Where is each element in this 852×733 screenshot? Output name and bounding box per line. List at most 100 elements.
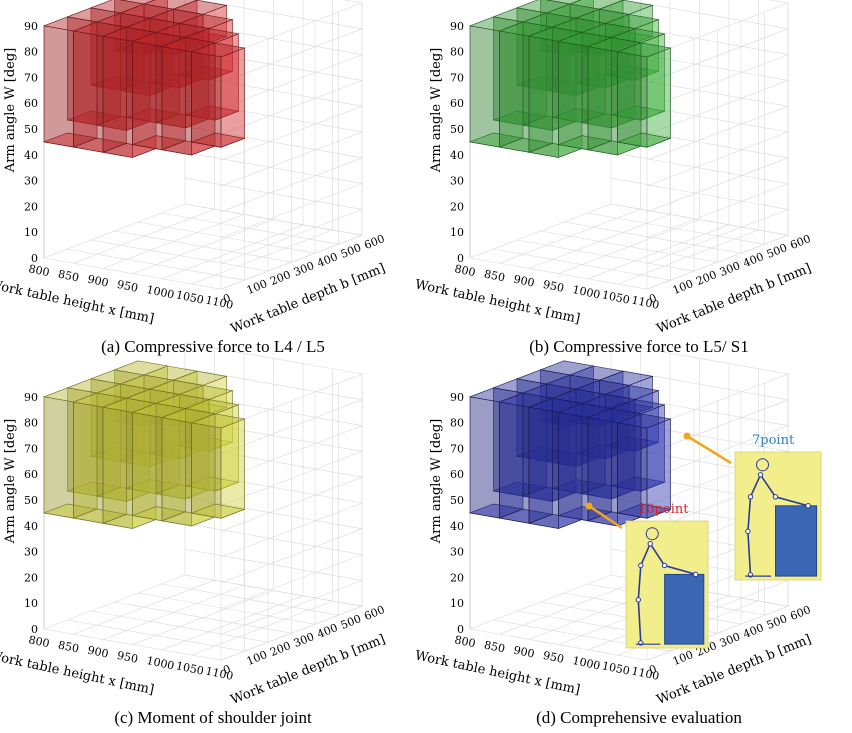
bar-front [132, 412, 163, 522]
x-tick-label: 800 [27, 262, 50, 279]
y-tick-label: 400 [741, 621, 765, 641]
y-tick-label: 500 [339, 612, 363, 632]
y-tick-label: 600 [362, 232, 386, 252]
z-tick-label: 20 [450, 571, 464, 584]
z-tick-label: 40 [450, 520, 464, 533]
bar-cell [616, 42, 672, 148]
x-tick-label: 800 [453, 262, 476, 279]
x-tick-label: 1050 [175, 288, 205, 307]
body-line [747, 474, 762, 575]
x-tick-label: 950 [116, 649, 139, 666]
grid-line [73, 208, 215, 264]
bar-front [191, 51, 222, 148]
bar-bottom [190, 132, 246, 148]
joint [647, 541, 653, 547]
bar-front [528, 406, 559, 529]
x-tick-label: 800 [453, 633, 476, 650]
bar-cell [101, 26, 158, 158]
y-tick-label: 400 [315, 250, 339, 270]
bar-cell [574, 379, 631, 460]
bar-bottom [568, 41, 625, 56]
x-tick-label: 1100 [204, 664, 234, 683]
inset-annotations: 10point 7point [585, 432, 822, 649]
y-tick-label: 200 [268, 639, 292, 659]
bar-cell [142, 365, 199, 428]
bar-cell [119, 3, 175, 97]
bar-side [220, 418, 245, 519]
bar-front [102, 406, 133, 529]
bar-front [161, 417, 192, 527]
y-tick-label: 400 [741, 250, 765, 270]
joint [772, 494, 779, 500]
z-tick-label: 10 [24, 597, 38, 610]
bar-bottom [184, 476, 240, 492]
bar-cell [184, 399, 240, 492]
bar-cell [616, 413, 672, 519]
y-tick-label: 500 [339, 241, 363, 261]
bar-cell [160, 408, 217, 527]
bar-cell [604, 14, 660, 81]
y-tick-label: 300 [292, 259, 316, 279]
bar-bottom [616, 503, 672, 519]
grid-line [102, 585, 245, 640]
caption-d: (d) Comprehensive evaluation [536, 708, 742, 727]
z-tick-label: 10 [24, 226, 38, 239]
bar-bottom [184, 105, 240, 121]
bar-front [499, 401, 530, 524]
y-tick-label: 100 [671, 277, 695, 297]
bar-bottom [568, 412, 625, 427]
z-tick-label: 20 [24, 200, 38, 213]
bar-bottom [172, 30, 228, 46]
head [645, 527, 659, 541]
z-tick-label: 90 [450, 391, 464, 404]
z-tick-label: 90 [450, 20, 464, 33]
z-tick-label: 30 [450, 546, 464, 559]
grid-line [191, 600, 333, 656]
z-tick-label: 80 [24, 46, 38, 59]
z-tick-label: 10 [450, 597, 464, 610]
y-tick-label: 0 [221, 291, 232, 306]
y-tick-label: 600 [788, 603, 812, 623]
grid-line [499, 208, 641, 264]
z-tick-label: 0 [457, 252, 464, 265]
x-tick-label: 850 [483, 267, 506, 284]
y-tick-label: 400 [315, 621, 339, 641]
bar-side [646, 47, 671, 148]
bar-cell [190, 413, 246, 519]
bar-bottom [616, 132, 672, 148]
grid-line [646, 234, 789, 290]
z-tick-label: 80 [450, 46, 464, 59]
bar-bottom [190, 503, 246, 519]
bar-cell [172, 0, 228, 46]
bar-cell [101, 397, 158, 529]
z-tick-label: 20 [450, 200, 464, 213]
arrow-dot [585, 502, 593, 510]
grid-line [558, 219, 700, 274]
bar-bottom [610, 476, 666, 492]
bar-cell [142, 0, 199, 57]
y-tick-label: 100 [671, 648, 695, 668]
z-tick-label: 90 [24, 391, 38, 404]
z-tick-label: 30 [24, 546, 38, 559]
y-tick-label: 300 [718, 630, 742, 650]
bar-bottom [172, 401, 228, 417]
caption-b: (b) Compressive force to L5/ S1 [529, 337, 749, 356]
grid-line [646, 605, 789, 661]
joint [747, 494, 754, 500]
x-tick-label: 1000 [145, 654, 175, 673]
bar-front [191, 422, 222, 519]
bar-front [528, 35, 559, 158]
head [756, 458, 770, 472]
z-axis-label: Arm angle W [deg] [429, 419, 444, 544]
bar-bottom [178, 65, 234, 81]
x-tick-label: 900 [86, 644, 109, 661]
bar-front [558, 412, 589, 522]
x-tick-label: 1000 [571, 283, 601, 302]
x-tick-label: 900 [512, 644, 535, 661]
x-tick-label: 850 [483, 638, 506, 655]
bar-front [73, 30, 104, 153]
y-tick-label: 300 [292, 630, 316, 650]
bar-front [469, 396, 500, 519]
z-tick-label: 10 [450, 226, 464, 239]
